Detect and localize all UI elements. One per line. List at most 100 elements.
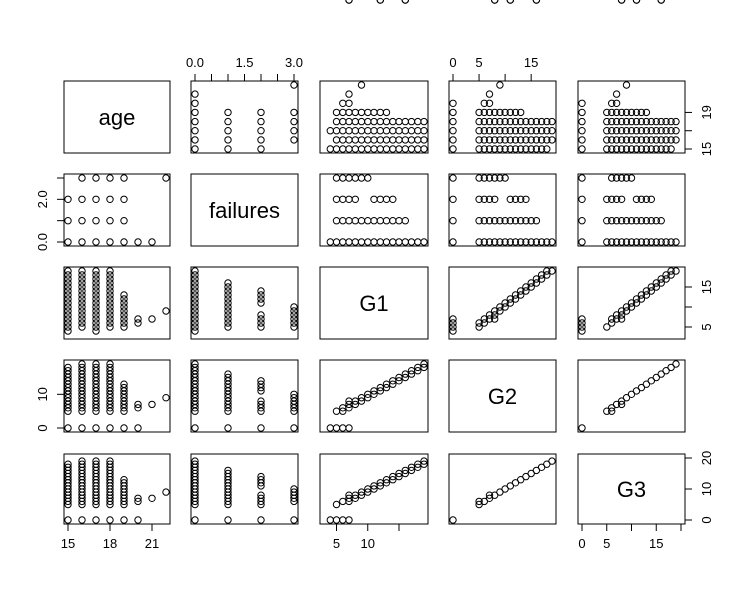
- data-point: [78, 238, 86, 246]
- data-point: [64, 327, 72, 335]
- data-point: [78, 307, 86, 315]
- data-point: [78, 424, 86, 432]
- data-point: [370, 217, 378, 225]
- panel-G1-vs-age: [63, 266, 171, 340]
- data-point: [647, 217, 655, 225]
- data-point: [401, 217, 409, 225]
- data-point: [603, 145, 611, 153]
- tick-label: 10: [361, 536, 375, 551]
- panel-frame: [448, 453, 557, 525]
- data-point: [637, 136, 646, 144]
- data-point: [191, 319, 199, 327]
- data-point: [642, 136, 651, 144]
- data-point: [382, 145, 391, 153]
- data-point: [632, 0, 641, 4]
- data-point: [414, 363, 422, 372]
- data-point: [506, 136, 514, 144]
- data-point: [389, 145, 397, 153]
- data-point: [449, 327, 457, 335]
- panel-frame: [319, 266, 429, 340]
- data-point: [632, 136, 641, 144]
- data-point: [332, 238, 341, 246]
- data-point: [532, 117, 541, 126]
- panel-failures-vs-failures: failures: [190, 173, 299, 247]
- data-point: [92, 303, 100, 311]
- data-point: [191, 457, 199, 465]
- data-point: [106, 363, 114, 372]
- data-point: [78, 283, 86, 291]
- data-point: [106, 460, 114, 468]
- panel-frame: [63, 173, 171, 247]
- data-point: [401, 136, 409, 144]
- data-point: [257, 494, 265, 502]
- data-point: [339, 238, 347, 246]
- data-point: [527, 136, 535, 144]
- data-point: [449, 127, 457, 135]
- data-point: [191, 303, 199, 311]
- data-point: [652, 127, 660, 135]
- data-point: [106, 174, 114, 182]
- data-point: [191, 500, 199, 509]
- data-point: [224, 424, 232, 432]
- data-point: [357, 145, 366, 153]
- data-point: [603, 117, 611, 126]
- data-point: [401, 127, 409, 135]
- data-point: [532, 127, 541, 135]
- data-point: [290, 488, 298, 496]
- data-point: [501, 217, 509, 225]
- data-point: [370, 387, 378, 395]
- data-point: [480, 315, 488, 323]
- data-point: [364, 127, 372, 135]
- data-point: [92, 516, 100, 524]
- data-point: [622, 127, 631, 135]
- data-point: [376, 217, 384, 225]
- data-point: [345, 145, 353, 153]
- data-point: [662, 136, 670, 144]
- data-point: [632, 108, 641, 117]
- data-point: [370, 145, 378, 153]
- data-point: [92, 460, 100, 468]
- data-point: [78, 295, 86, 303]
- data-point: [395, 469, 403, 478]
- data-point: [532, 279, 541, 287]
- data-point: [475, 145, 483, 153]
- tick-label: 5: [699, 323, 714, 330]
- data-point: [191, 323, 199, 331]
- data-point: [647, 283, 655, 291]
- data-point: [496, 117, 504, 126]
- data-point: [475, 174, 483, 182]
- panel-failures-vs-G2: [448, 0, 557, 247]
- data-point: [191, 363, 199, 372]
- data-point: [106, 323, 114, 331]
- panel-age-vs-G2: [448, 0, 557, 154]
- data-point: [357, 488, 366, 496]
- tick-label: 2.0: [35, 190, 50, 208]
- data-point: [326, 516, 334, 524]
- data-point: [449, 217, 457, 225]
- data-point: [608, 238, 616, 246]
- data-point: [257, 516, 265, 524]
- data-point: [370, 108, 378, 117]
- data-point: [345, 217, 353, 225]
- data-point: [120, 424, 128, 432]
- data-point: [332, 407, 341, 415]
- data-point: [511, 117, 520, 126]
- panel-age-vs-G1: [319, 0, 429, 154]
- data-point: [480, 174, 488, 182]
- tick-label: 19: [699, 105, 714, 119]
- tick-label: 0.0: [35, 233, 50, 251]
- panel-failures-vs-G3: [577, 0, 686, 247]
- data-point: [120, 195, 128, 204]
- data-point: [389, 238, 397, 246]
- data-point: [642, 217, 651, 225]
- data-point: [78, 291, 86, 299]
- data-point: [134, 494, 142, 502]
- data-point: [637, 238, 646, 246]
- data-point: [485, 174, 494, 182]
- data-point: [657, 217, 665, 225]
- data-point: [78, 174, 86, 182]
- data-point: [627, 299, 636, 307]
- data-point: [92, 283, 100, 291]
- data-point: [506, 238, 514, 246]
